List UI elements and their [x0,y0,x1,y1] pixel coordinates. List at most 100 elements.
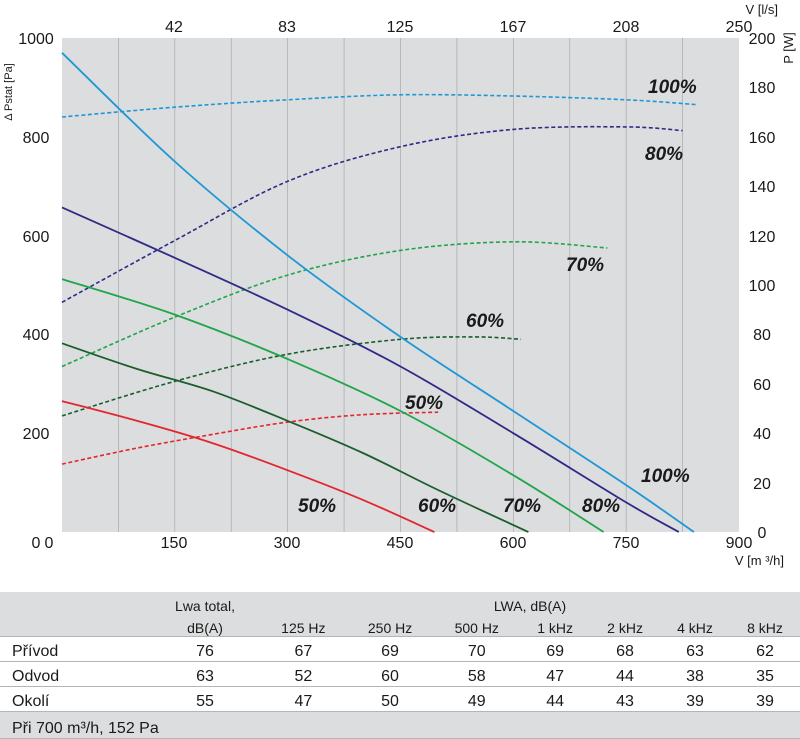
x-tick: 600 [500,535,527,552]
cell: 55 [150,686,260,712]
y-tick: 1000 [18,31,54,48]
power-curve-70 [61,240,608,368]
y-tick: 200 [23,426,50,443]
pressure-label-60: 60% [418,496,456,517]
x-tick: 750 [613,535,640,552]
cell: 35 [730,661,800,687]
pressure-curve-70 [61,278,605,533]
pressure-curve-80 [61,206,680,533]
cell: 47 [520,661,591,687]
cell: 70 [433,636,521,662]
grid-lines [118,38,683,532]
cell: 62 [730,636,800,662]
right-tick: 60 [753,377,771,394]
top-tick: 83 [278,19,296,36]
right-axis-ticks: 0 20 40 60 80 100 120 140 160 180 200 [749,31,776,542]
pressure-curve-100 [61,52,695,533]
pressure-label-100: 100% [641,466,690,487]
pressure-label-50: 50% [298,496,336,517]
table-header-row-2: dB(A) 125 Hz 250 Hz 500 Hz 1 kHz 2 kHz 4… [0,614,800,637]
cell: 47 [260,686,347,712]
table-row: Odvod 63 52 60 58 47 44 38 35 [0,661,800,687]
freq-header: 500 Hz [433,614,521,637]
operating-point-note: Při 700 m³/h, 152 Pa [0,711,800,739]
power-curve-50 [61,411,439,465]
table-row: Okolí 55 47 50 49 44 43 39 39 [0,686,800,712]
cell: 68 [590,636,661,662]
cell: 63 [660,636,731,662]
power-curve-100 [61,93,698,118]
pressure-label-70: 70% [503,496,541,517]
right-axis-label: P [W] [781,32,796,64]
top-tick: 167 [500,19,527,36]
x-axis-ticks: 0 150 300 450 600 750 900 [45,535,753,552]
power-label-60: 60% [466,311,504,332]
right-tick: 100 [749,278,776,295]
freq-header: 1 kHz [520,614,591,637]
cell: 43 [590,686,661,712]
right-tick: 200 [749,31,776,48]
lwa-group-header: LWA, dB(A) [260,592,800,614]
x-tick: 150 [161,535,188,552]
cell: 50 [346,686,434,712]
cell: 76 [150,636,260,662]
x-tick: 0 [45,535,54,552]
freq-header: 2 kHz [590,614,661,637]
row-name: Okolí [0,686,150,712]
y-tick: 600 [23,229,50,246]
curves [61,52,698,533]
y-axis-label: Δ Pstat [Pa] [3,63,15,121]
right-tick: 120 [749,229,776,246]
lwa-total-unit: dB(A) [150,614,260,637]
freq-header: 125 Hz [260,614,347,637]
cell: 67 [260,636,347,662]
pressure-curve-50 [61,400,435,533]
freq-header: 8 kHz [730,614,800,637]
power-label-50: 50% [405,393,443,414]
power-label-80: 80% [645,144,683,165]
y-axis-ticks: 0 200 400 600 800 1000 [18,31,54,552]
x-axis-label: V [m ³/h] [735,553,784,568]
x-tick: 450 [387,535,414,552]
top-tick: 250 [726,19,753,36]
top-tick: 42 [165,19,183,36]
cell: 49 [433,686,521,712]
right-tick: 180 [749,80,776,97]
power-label-100: 100% [648,77,697,98]
right-tick: 20 [753,476,771,493]
top-tick: 125 [387,19,414,36]
row-name: Odvod [0,661,150,687]
cell: 39 [730,686,800,712]
row-name: Přívod [0,636,150,662]
right-tick: 140 [749,179,776,196]
cell: 58 [433,661,521,687]
cell: 44 [590,661,661,687]
y-tick: 800 [23,130,50,147]
cell: 69 [346,636,434,662]
noise-table: Lwa total, LWA, dB(A) dB(A) 125 Hz 250 H… [0,592,800,739]
freq-header: 250 Hz [346,614,434,637]
table-row: Přívod 76 67 69 70 69 68 63 62 [0,636,800,662]
table-header-row-1: Lwa total, LWA, dB(A) [0,592,800,614]
top-axis-label: V [l/s] [745,2,778,17]
cell: 44 [520,686,591,712]
top-axis-ticks: 42 83 125 167 208 250 [165,19,752,36]
cell: 39 [660,686,731,712]
power-label-70: 70% [566,255,604,276]
table-note-row: Při 700 m³/h, 152 Pa [0,711,800,739]
lwa-total-header: Lwa total, [150,592,260,614]
pressure-label-80: 80% [582,496,620,517]
y-tick: 0 [32,535,41,552]
y-tick: 400 [23,327,50,344]
top-tick: 208 [613,19,640,36]
right-tick: 160 [749,130,776,147]
pressure-curve-labels: 50% 60% 70% 80% 100% [298,466,690,517]
right-tick: 40 [753,426,771,443]
cell: 69 [520,636,591,662]
pressure-curve-60 [61,342,529,533]
freq-header: 4 kHz [660,614,731,637]
cell: 60 [346,661,434,687]
right-tick: 0 [758,525,767,542]
cell: 52 [260,661,347,687]
power-curve-labels: 50% 60% 70% 80% 100% [405,77,697,414]
